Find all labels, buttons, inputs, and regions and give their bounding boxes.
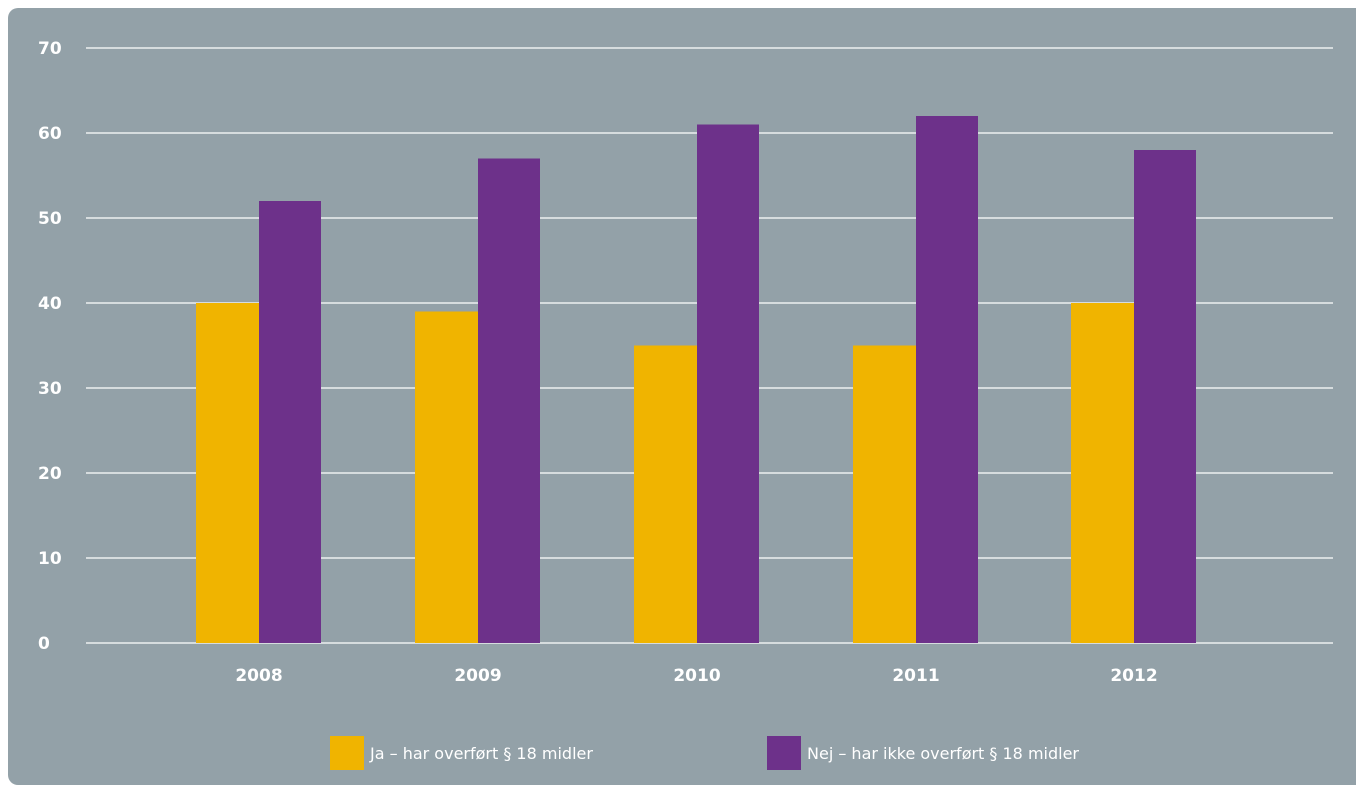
y-tick-label: 60 bbox=[38, 124, 62, 144]
y-tick-label: 50 bbox=[38, 209, 62, 229]
y-tick-label: 40 bbox=[38, 294, 62, 314]
y-tick-label: 10 bbox=[38, 549, 62, 569]
y-tick-label: 20 bbox=[38, 464, 62, 484]
legend-swatch-ja bbox=[330, 736, 364, 770]
y-tick-label: 70 bbox=[38, 39, 62, 59]
bar-ja-2012 bbox=[1071, 303, 1135, 643]
bar-nej-2009 bbox=[478, 158, 540, 643]
bar-ja-2009 bbox=[415, 311, 479, 643]
x-tick-label: 2009 bbox=[454, 666, 501, 686]
bar-ja-2010 bbox=[634, 345, 698, 643]
bar-nej-2010 bbox=[697, 124, 759, 643]
x-tick-label: 2008 bbox=[235, 666, 282, 686]
legend-item-nej: Nej – har ikke overført § 18 midler bbox=[767, 736, 1079, 770]
legend-label-nej: Nej – har ikke overført § 18 midler bbox=[807, 743, 1079, 763]
bar-chart: 0 10 20 30 40 50 60 70 2008 2009 2010 2011 2012 bbox=[38, 39, 1333, 686]
bar-nej-2012 bbox=[1134, 150, 1196, 643]
legend-swatch-nej bbox=[767, 736, 801, 770]
legend-item-ja: Ja – har overført § 18 midler bbox=[330, 736, 593, 770]
x-tick-label: 2012 bbox=[1110, 666, 1157, 686]
x-tick-label: 2011 bbox=[892, 666, 939, 686]
bar-ja-2011 bbox=[853, 345, 917, 643]
y-tick-label: 0 bbox=[38, 634, 50, 654]
x-tick-label: 2010 bbox=[673, 666, 720, 686]
y-tick-label: 30 bbox=[38, 379, 62, 399]
bar-nej-2008 bbox=[259, 201, 321, 643]
bar-ja-2008 bbox=[196, 303, 260, 643]
bar-nej-2011 bbox=[916, 116, 978, 643]
legend-label-ja: Ja – har overført § 18 midler bbox=[370, 743, 593, 763]
